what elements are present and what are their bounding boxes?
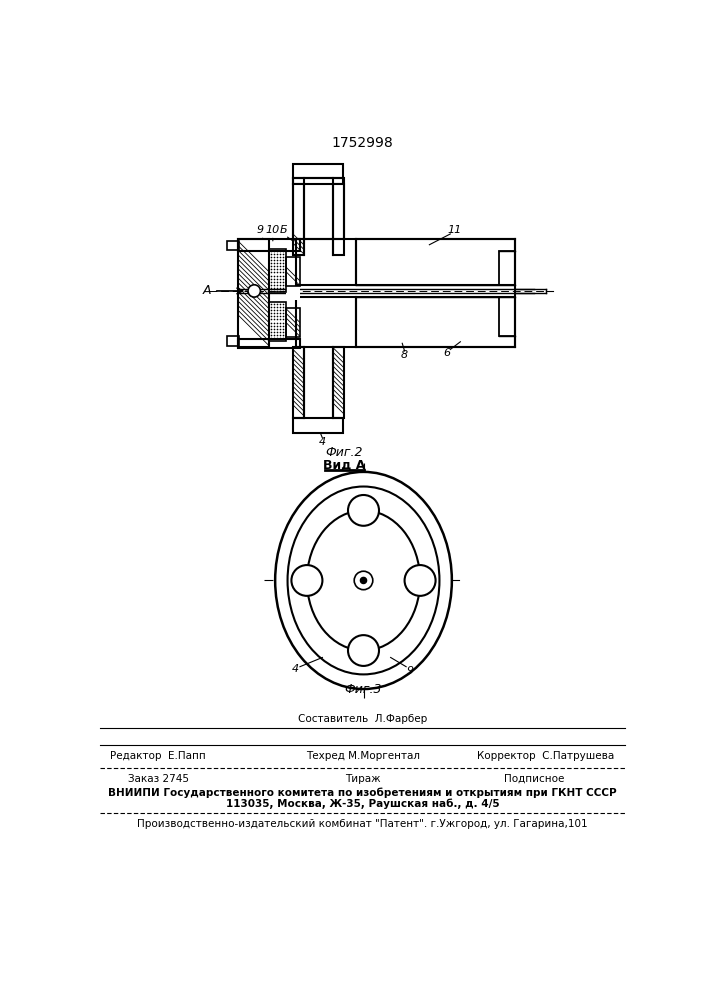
Bar [269, 249, 286, 292]
Bar [296, 239, 356, 285]
Bar [356, 239, 515, 285]
Bar [356, 297, 515, 347]
Text: 10: 10 [266, 225, 280, 235]
Bar [238, 239, 269, 347]
Bar [238, 285, 588, 297]
Text: Редактор  Е.Папп: Редактор Е.Папп [110, 751, 206, 761]
Bar [286, 308, 300, 337]
Bar [238, 239, 300, 251]
Ellipse shape [288, 487, 440, 674]
Bar [515, 239, 518, 347]
Bar [269, 249, 286, 292]
Bar [356, 297, 515, 347]
Bar [333, 347, 344, 418]
Text: 4: 4 [292, 664, 299, 674]
Bar [333, 184, 344, 255]
Bar [293, 184, 304, 255]
Bar [296, 297, 356, 347]
Text: Составитель  Л.Фарбер: Составитель Л.Фарбер [298, 714, 427, 724]
Bar [293, 347, 304, 418]
Bar [269, 251, 300, 285]
Bar [296, 297, 356, 347]
Bar [293, 178, 343, 184]
Bar [304, 347, 333, 418]
Bar [227, 241, 239, 250]
Text: 11: 11 [447, 225, 461, 235]
Text: 113035, Москва, Ж-35, Раушская наб., д. 4/5: 113035, Москва, Ж-35, Раушская наб., д. … [226, 799, 500, 809]
Bar [269, 297, 300, 336]
Bar [293, 418, 343, 433]
Bar [333, 347, 344, 418]
Bar [296, 239, 356, 285]
Bar [238, 339, 300, 348]
Bar [269, 302, 286, 341]
Bar [293, 164, 343, 178]
Text: Фиг.2: Фиг.2 [325, 446, 363, 459]
Bar [304, 178, 333, 255]
Bar [333, 184, 344, 255]
Bar [293, 347, 304, 418]
Bar [293, 164, 343, 178]
Bar [293, 418, 343, 433]
Text: А: А [202, 284, 211, 297]
Circle shape [291, 565, 322, 596]
Bar [227, 336, 239, 346]
Bar [293, 184, 304, 255]
Text: 9: 9 [257, 225, 264, 235]
Ellipse shape [307, 510, 420, 651]
Text: Б: Б [280, 225, 288, 235]
Text: 8: 8 [401, 350, 408, 360]
Circle shape [348, 495, 379, 526]
Bar [286, 308, 300, 337]
Text: Вид А: Вид А [323, 458, 366, 471]
Text: 1752998: 1752998 [332, 136, 394, 150]
Text: Подписное: Подписное [504, 774, 564, 784]
Bar [227, 336, 239, 346]
Bar [286, 257, 300, 286]
Ellipse shape [275, 472, 452, 689]
Text: 6: 6 [443, 348, 450, 358]
Circle shape [404, 565, 436, 596]
Bar [286, 257, 300, 286]
Bar [499, 297, 515, 336]
Bar [238, 239, 269, 347]
Circle shape [361, 577, 367, 584]
Bar [499, 251, 515, 285]
Bar [227, 241, 239, 250]
Bar [286, 286, 300, 300]
Text: Заказ 2745: Заказ 2745 [128, 774, 189, 784]
Text: 4: 4 [319, 437, 326, 447]
Text: Тираж: Тираж [345, 774, 380, 784]
Bar [356, 239, 515, 285]
Text: Фиг.3: Фиг.3 [345, 683, 382, 696]
Text: 9: 9 [407, 666, 414, 676]
Bar [238, 339, 300, 348]
Bar [499, 297, 515, 336]
Circle shape [354, 571, 373, 590]
Text: Техред М.Моргентал: Техред М.Моргентал [305, 751, 420, 761]
Text: ВНИИПИ Государственного комитета по изобретениям и открытиям при ГКНТ СССР: ВНИИПИ Государственного комитета по изоб… [108, 788, 617, 798]
Circle shape [248, 285, 260, 297]
Bar [499, 251, 515, 285]
Circle shape [348, 635, 379, 666]
Bar [269, 302, 286, 341]
Text: Корректор  С.Патрушева: Корректор С.Патрушева [477, 751, 614, 761]
Text: Производственно-издательский комбинат "Патент". г.Ужгород, ул. Гагарина,101: Производственно-издательский комбинат "П… [137, 819, 588, 829]
Bar [238, 239, 300, 251]
